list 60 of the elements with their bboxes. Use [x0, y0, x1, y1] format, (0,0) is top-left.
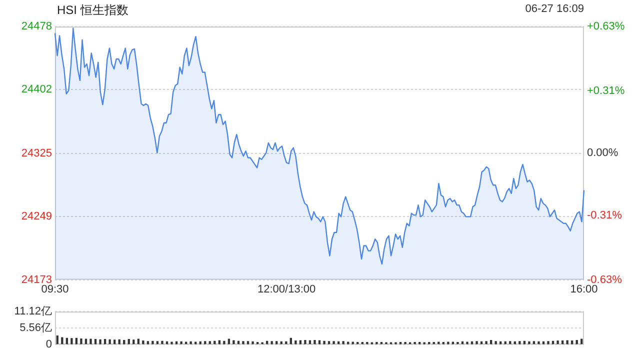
bar	[323, 340, 326, 344]
bar	[223, 340, 226, 344]
bar	[194, 342, 197, 344]
x-tick-label: 12:00/13:00	[258, 283, 316, 296]
bar	[132, 340, 135, 344]
bar	[538, 341, 540, 344]
bar	[180, 341, 182, 344]
bar	[252, 341, 254, 344]
bar	[566, 340, 568, 344]
bar	[242, 341, 244, 344]
bar	[161, 340, 164, 344]
bar	[170, 342, 173, 344]
y-tick-label: 24402	[21, 84, 52, 96]
bar	[476, 341, 478, 344]
bar	[152, 340, 154, 344]
bar	[528, 341, 530, 344]
bar	[304, 340, 306, 344]
bar	[308, 340, 312, 344]
y-tick-label: 24249	[21, 210, 52, 223]
bar	[184, 342, 188, 344]
bar	[466, 342, 468, 344]
bar	[547, 341, 550, 344]
y-tick-label: 24325	[21, 148, 52, 160]
y2-tick-label: +0.63%	[587, 20, 625, 33]
y-tick-label: 24478	[21, 20, 52, 33]
bar	[447, 342, 450, 344]
y-tick-label: 11.12亿	[14, 306, 52, 318]
bar	[342, 341, 344, 344]
bar	[218, 340, 220, 344]
chart-title: HSI 恒生指数	[57, 2, 128, 19]
bar	[318, 340, 321, 344]
y2-tick-label: +0.31%	[587, 84, 625, 97]
y2-tick-label: 0.00%	[587, 147, 618, 160]
x-tick-label: 16:00	[570, 283, 598, 296]
y-tick-label: 0	[46, 338, 52, 350]
text: 06-27 16:09	[525, 3, 584, 15]
bar	[347, 342, 350, 344]
bar	[556, 340, 559, 344]
bar	[113, 340, 116, 344]
bar	[438, 342, 440, 344]
x-tick-label: 09:30	[41, 283, 69, 296]
bar	[70, 338, 73, 344]
bar	[90, 338, 92, 344]
bar	[299, 340, 302, 344]
bar	[232, 340, 235, 344]
y2-tick-label: -0.31%	[587, 210, 622, 222]
bar	[332, 341, 335, 344]
y2-tick-label: -0.63%	[587, 274, 622, 286]
bar	[452, 342, 454, 344]
bar	[99, 339, 102, 344]
bar	[294, 340, 297, 344]
bar	[190, 341, 192, 344]
bar	[352, 342, 354, 344]
bar	[485, 341, 488, 344]
bar	[314, 340, 316, 344]
bar	[80, 338, 82, 344]
y-tick-label: 24173	[21, 274, 52, 286]
bar	[108, 339, 111, 344]
y-tick-label: 5.56亿	[20, 322, 52, 334]
bar	[56, 336, 58, 344]
